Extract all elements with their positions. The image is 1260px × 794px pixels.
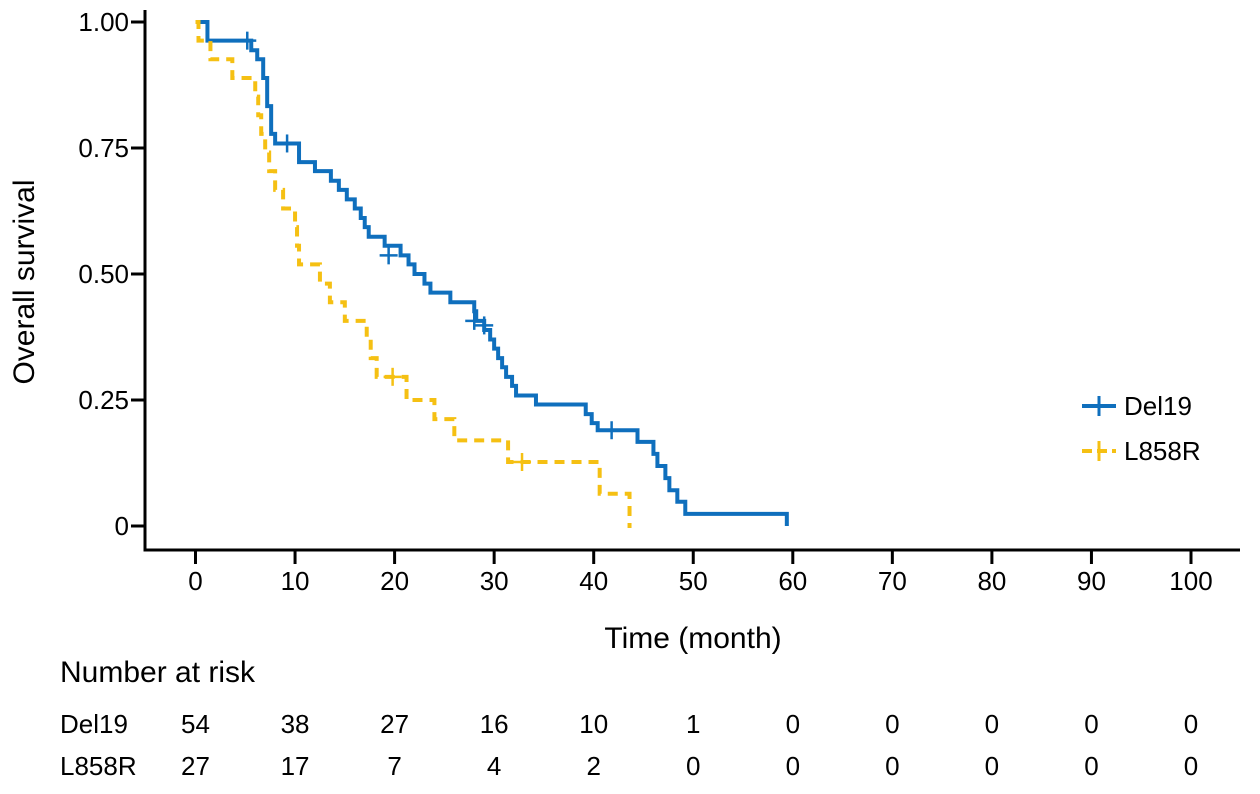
x-tick-label: 0 — [188, 566, 202, 596]
x-tick-label: 70 — [878, 566, 907, 596]
axes: 0 0.25 0.50 0.75 1.00 0 10 20 30 40 50 60 70 80 90 100 — [78, 7, 1240, 596]
risk-value: 27 — [380, 709, 409, 739]
x-tick-label: 60 — [778, 566, 807, 596]
risk-value: 0 — [1084, 751, 1098, 781]
x-tick-label: 20 — [380, 566, 409, 596]
y-axis-title: Overall survival — [8, 179, 41, 384]
risk-value: 0 — [1084, 709, 1098, 739]
risk-value: 0 — [786, 709, 800, 739]
risk-value: 2 — [586, 751, 600, 781]
series-l858r — [195, 20, 632, 528]
risk-value: 54 — [181, 709, 210, 739]
legend-label-l858r: L858R — [1124, 436, 1201, 466]
x-tick-label: 30 — [480, 566, 509, 596]
survival-line-l858r — [195, 20, 632, 528]
y-tick-label: 1.00 — [78, 7, 129, 37]
risk-value: 7 — [387, 751, 401, 781]
survival-line-del19 — [195, 20, 789, 526]
x-tick-label: 50 — [679, 566, 708, 596]
risk-row-l858r: L858R 27 17 7 4 2 0 0 0 0 0 0 — [60, 751, 1198, 781]
risk-value: 38 — [281, 709, 310, 739]
y-tick-label: 0.50 — [78, 259, 129, 289]
risk-value: 1 — [686, 709, 700, 739]
x-tick-label: 80 — [977, 566, 1006, 596]
y-tick-label: 0 — [115, 511, 129, 541]
risk-value: 17 — [281, 751, 310, 781]
y-tick-label: 0.75 — [78, 133, 129, 163]
survival-curves — [195, 20, 789, 528]
risk-value: 0 — [985, 709, 999, 739]
y-tick-label: 0.25 — [78, 385, 129, 415]
risk-value: 10 — [579, 709, 608, 739]
risk-value: 0 — [985, 751, 999, 781]
x-tick-label: 90 — [1077, 566, 1106, 596]
x-tick-label: 10 — [281, 566, 310, 596]
risk-row-label: Del19 — [60, 709, 128, 739]
x-tick-label: 100 — [1169, 566, 1212, 596]
risk-value: 0 — [1184, 751, 1198, 781]
x-axis-title: Time (month) — [604, 622, 781, 655]
risk-value: 0 — [885, 751, 899, 781]
risk-row-label: L858R — [60, 751, 137, 781]
legend: Del19 L858R — [1082, 391, 1201, 466]
risk-value: 16 — [480, 709, 509, 739]
risk-value: 0 — [885, 709, 899, 739]
risk-value: 0 — [686, 751, 700, 781]
risk-value: 27 — [181, 751, 210, 781]
risk-table-title: Number at risk — [60, 656, 256, 689]
legend-label-del19: Del19 — [1124, 391, 1192, 421]
risk-value: 0 — [786, 751, 800, 781]
risk-row-del19: Del19 54 38 27 16 10 1 0 0 0 0 0 — [60, 709, 1198, 739]
series-del19 — [195, 20, 789, 526]
risk-value: 4 — [487, 751, 501, 781]
risk-value: 0 — [1184, 709, 1198, 739]
x-tick-label: 40 — [579, 566, 608, 596]
